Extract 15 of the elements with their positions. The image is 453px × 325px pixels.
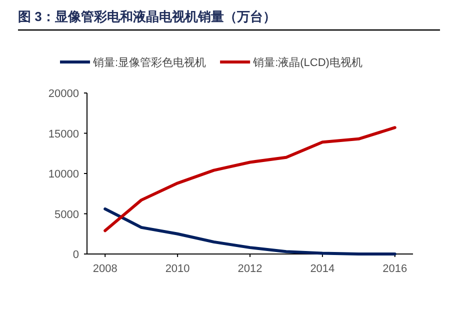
y-tick-label: 5000 (54, 208, 79, 221)
x-tick-label: 2010 (165, 263, 190, 275)
y-tick-label: 15000 (48, 128, 79, 140)
y-tick-label: 10000 (48, 168, 79, 180)
legend-label: 销量:液晶(LCD)电视机 (252, 56, 362, 69)
chart-title: 图 3：显像管彩电和液晶电视机销量（万台） (18, 9, 276, 24)
y-tick-label: 0 (72, 249, 79, 261)
x-tick-label: 2012 (238, 263, 262, 275)
line-series (104, 126, 396, 232)
y-tick-label: 20000 (48, 88, 79, 100)
legend-label: 销量:显像管彩色电视机 (92, 56, 206, 69)
x-tick-label: 2016 (382, 263, 408, 275)
x-tick-label: 2008 (92, 263, 118, 275)
line-series (104, 207, 396, 256)
x-tick-label: 2014 (310, 263, 335, 275)
